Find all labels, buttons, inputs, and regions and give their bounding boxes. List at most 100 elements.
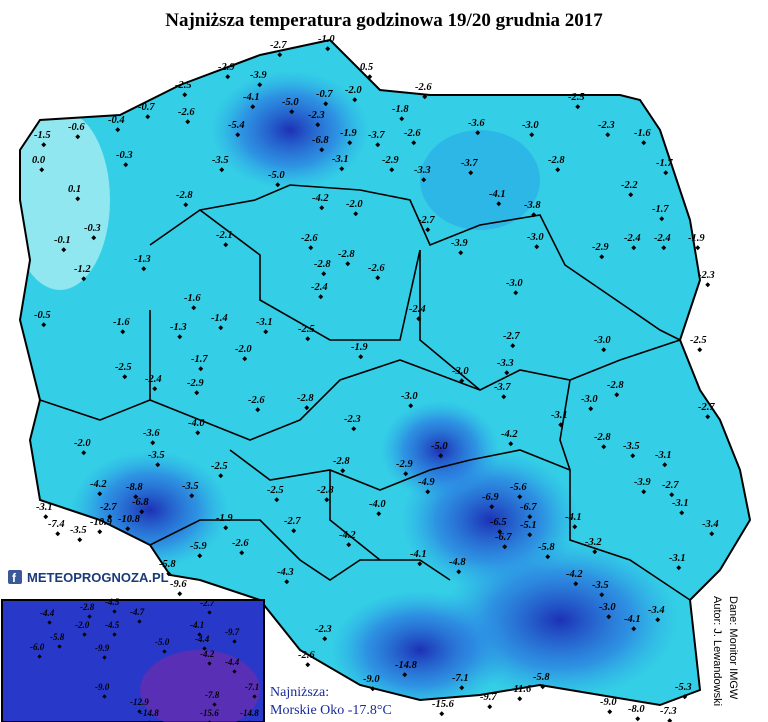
station-dot — [41, 322, 47, 328]
station-label: -2.6 — [248, 395, 265, 406]
station-label: -8.0 — [628, 704, 645, 715]
station-dot — [232, 669, 237, 674]
station-label: -5.1 — [520, 520, 537, 531]
station-label: -2.8 — [548, 155, 565, 166]
station-dot — [319, 205, 325, 211]
station-dot — [137, 619, 142, 624]
station-dot — [682, 694, 688, 700]
station-dot — [575, 104, 581, 110]
station-dot — [459, 378, 465, 384]
station-dot — [207, 610, 212, 615]
station-label: -4.7 — [130, 607, 145, 617]
station-label: -2.3 — [344, 414, 361, 425]
station-label: -1.8 — [392, 104, 409, 115]
station-label: -4.1 — [190, 620, 204, 630]
facebook-icon — [8, 570, 22, 584]
station-label: -2.8 — [607, 380, 624, 391]
station-dot — [177, 334, 183, 340]
station-dot — [425, 227, 431, 233]
station-dot — [277, 52, 283, 58]
station-label: -1.3 — [170, 322, 187, 333]
station-label: -3.4 — [702, 519, 719, 530]
station-label: -2.6 — [232, 538, 249, 549]
station-label: -7.1 — [452, 673, 469, 684]
station-label: -9.0 — [95, 682, 110, 692]
station-label: -14.8 — [240, 708, 259, 718]
station-dot — [605, 132, 611, 138]
station-dot — [162, 649, 167, 654]
station-label: -0.5 — [34, 310, 51, 321]
station-label: -3.2 — [585, 537, 602, 548]
station-label: -1.6 — [634, 128, 651, 139]
station-label: -6.7 — [520, 502, 537, 513]
station-dot — [389, 167, 395, 173]
station-label: -3.3 — [497, 358, 514, 369]
station-dot — [631, 626, 637, 632]
station-dot — [322, 636, 328, 642]
station-label: -4.4 — [40, 608, 55, 618]
station-dot — [323, 101, 329, 107]
station-dot — [534, 244, 540, 250]
station-label: -8.8 — [126, 482, 143, 493]
station-dot — [601, 347, 607, 353]
station-label: -3.1 — [669, 553, 686, 564]
station-label: -2.8 — [297, 393, 314, 404]
station-dot — [663, 170, 669, 176]
station-dot — [527, 532, 533, 538]
station-label: -3.0 — [522, 120, 539, 131]
station-dot — [189, 493, 195, 499]
station-dot — [97, 529, 103, 535]
station-label: -5.8 — [538, 542, 555, 553]
station-dot — [235, 132, 241, 138]
station-label: -2.0 — [345, 85, 362, 96]
station-label: -1.7 — [191, 354, 208, 365]
station-dot — [125, 526, 131, 532]
station-label: -4.1 — [624, 614, 641, 625]
station-dot — [194, 390, 200, 396]
station-dot — [458, 250, 464, 256]
station-dot — [185, 119, 191, 125]
station-label: -2.5 — [211, 461, 228, 472]
station-label: -5.3 — [675, 682, 692, 693]
station-label: -2.2 — [621, 180, 638, 191]
station-dot — [305, 662, 311, 668]
station-label: -3.0 — [581, 394, 598, 405]
station-label: -3.8 — [524, 200, 541, 211]
station-dot — [212, 702, 217, 707]
station-label: -2.8 — [176, 190, 193, 201]
station-dot — [137, 709, 142, 714]
station-label: -6.5 — [490, 517, 507, 528]
station-label: -2.6 — [415, 82, 432, 93]
station-label: -12.9 — [130, 697, 149, 707]
station-label: -3.0 — [527, 232, 544, 243]
station-dot — [304, 405, 310, 411]
station-dot — [150, 440, 156, 446]
station-dot — [324, 497, 330, 503]
station-dot — [197, 632, 202, 637]
station-dot — [513, 290, 519, 296]
station-dot — [572, 524, 578, 530]
station-label: -1.3 — [134, 254, 151, 265]
station-dot — [679, 510, 685, 516]
station-dot — [635, 716, 641, 722]
station-label: -7.3 — [660, 706, 677, 717]
station-label: -2.5 — [267, 485, 284, 496]
station-label: -2.5 — [298, 324, 315, 335]
station-label: -5.0 — [268, 170, 285, 181]
station-label: -5.6 — [510, 482, 527, 493]
station-dot — [347, 140, 353, 146]
station-label: -5.8 — [533, 672, 550, 683]
station-label: -2.7 — [698, 402, 715, 413]
station-label: -2.0 — [74, 438, 91, 449]
station-dot — [403, 471, 409, 477]
station-dot — [399, 116, 405, 122]
station-label: -4.0 — [369, 499, 386, 510]
station-label: -3.4 — [648, 605, 665, 616]
station-dot — [367, 74, 373, 80]
station-label: -5.8 — [50, 632, 65, 642]
station-dot — [353, 211, 359, 217]
station-dot — [545, 554, 551, 560]
station-dot — [274, 497, 280, 503]
station-label: -2.8 — [333, 456, 350, 467]
regions — [39, 184, 691, 601]
